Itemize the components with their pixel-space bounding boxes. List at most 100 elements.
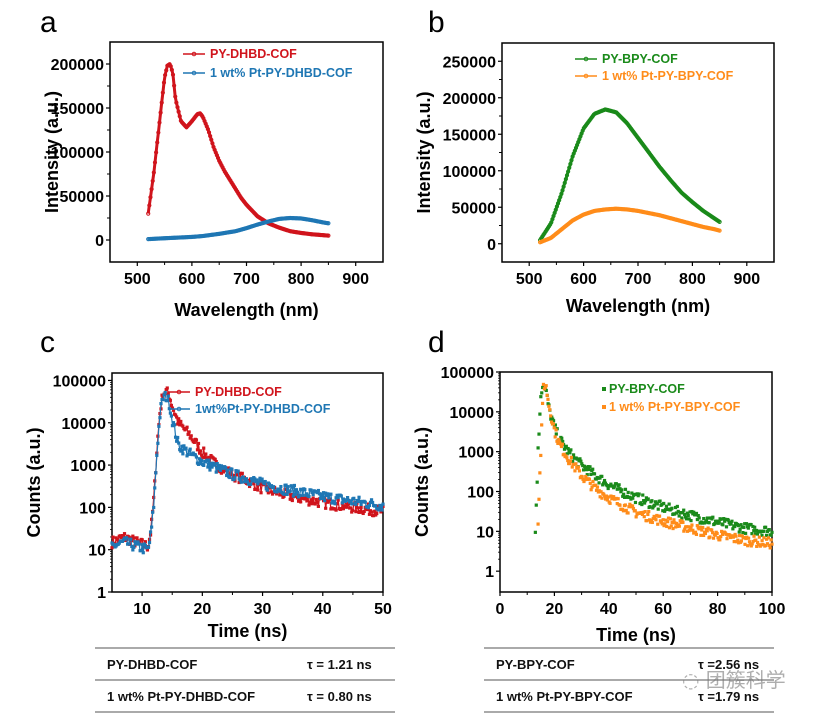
data-point <box>543 385 547 389</box>
data-point <box>206 465 210 469</box>
data-point <box>612 495 616 499</box>
data-point <box>259 479 263 483</box>
data-point <box>361 511 365 516</box>
data-point <box>562 447 567 451</box>
data-point <box>140 543 144 547</box>
data-point <box>208 133 213 139</box>
legend-label: PY-BPY-COF <box>602 52 678 66</box>
data-point <box>727 520 731 525</box>
data-point <box>185 425 189 429</box>
y-tick-label: 200000 <box>51 57 104 74</box>
data-point <box>194 438 199 442</box>
data-point <box>572 462 576 467</box>
data-point <box>628 495 632 499</box>
data-point <box>610 497 614 501</box>
table-rule <box>95 711 395 713</box>
data-point <box>569 448 573 452</box>
data-point <box>582 479 586 484</box>
data-point <box>568 459 573 463</box>
data-point <box>710 517 714 521</box>
data-point <box>627 505 631 509</box>
data-point <box>661 509 665 513</box>
data-point <box>318 496 323 501</box>
data-point <box>747 540 752 544</box>
data-point <box>137 542 141 546</box>
data-point <box>700 528 704 532</box>
data-point <box>305 499 309 503</box>
data-point <box>717 219 722 224</box>
data-point <box>581 464 585 468</box>
legend-marker <box>583 56 589 62</box>
y-tick-label: 1 <box>485 564 494 581</box>
data-point <box>211 461 215 465</box>
data-point <box>196 441 201 446</box>
data-point <box>674 525 678 529</box>
data-point <box>770 530 774 534</box>
data-point <box>179 419 183 424</box>
data-point <box>749 522 753 527</box>
y-tick-label: 250000 <box>443 54 496 71</box>
data-point <box>684 525 689 529</box>
data-point <box>715 531 719 536</box>
panel-letter-b: b <box>428 6 445 39</box>
data-point <box>227 466 231 470</box>
data-point <box>664 504 669 508</box>
data-point <box>169 403 174 408</box>
data-point <box>335 502 339 506</box>
data-point <box>339 494 343 498</box>
data-point <box>135 536 139 540</box>
data-point <box>198 462 203 466</box>
table-rule <box>484 679 774 681</box>
data-point <box>175 415 179 419</box>
data-point <box>746 526 750 530</box>
data-point <box>681 520 685 524</box>
data-point <box>334 508 338 512</box>
data-point <box>666 516 671 520</box>
data-point <box>703 531 708 536</box>
data-point <box>130 544 134 549</box>
data-point <box>252 482 256 486</box>
data-point <box>171 408 176 412</box>
y-tick-label: 100000 <box>443 164 496 181</box>
data-point <box>239 480 243 484</box>
data-point <box>288 497 292 501</box>
data-point <box>163 72 168 78</box>
data-point <box>341 507 345 511</box>
data-point <box>207 455 211 459</box>
data-point <box>198 449 203 453</box>
data-point <box>598 495 602 499</box>
data-point <box>148 530 153 534</box>
x-tick-label: 100 <box>759 601 786 618</box>
data-point <box>315 491 319 495</box>
legend-marker <box>602 405 606 409</box>
data-point <box>278 489 282 493</box>
data-point <box>677 524 681 528</box>
x-tick-label: 10 <box>133 601 151 618</box>
data-point <box>308 500 312 504</box>
data-point <box>245 480 250 484</box>
data-point <box>117 541 121 545</box>
chart-c: 10 20 30 40 50 1 10 100 1000 10000 100000 Time (ns)… <box>24 372 392 641</box>
data-point <box>605 484 609 488</box>
data-point <box>754 532 758 536</box>
data-point <box>154 471 158 475</box>
data-point <box>336 495 340 500</box>
data-point <box>558 440 562 444</box>
data-point <box>305 492 309 496</box>
y-tick-label: 10000 <box>62 416 107 433</box>
data-point <box>118 534 122 538</box>
data-point <box>175 105 180 110</box>
x-tick-label: 900 <box>733 271 760 288</box>
data-point <box>741 530 745 535</box>
x-tick-label: 0 <box>496 601 505 618</box>
data-point <box>621 494 625 498</box>
data-point <box>634 515 638 519</box>
data-point <box>701 521 705 525</box>
data-point <box>263 479 267 484</box>
data-point <box>242 480 246 484</box>
data-point <box>711 515 715 519</box>
data-point <box>588 465 592 469</box>
data-point <box>623 487 628 491</box>
x-tick-label: 600 <box>179 271 206 288</box>
data-point <box>682 529 686 533</box>
